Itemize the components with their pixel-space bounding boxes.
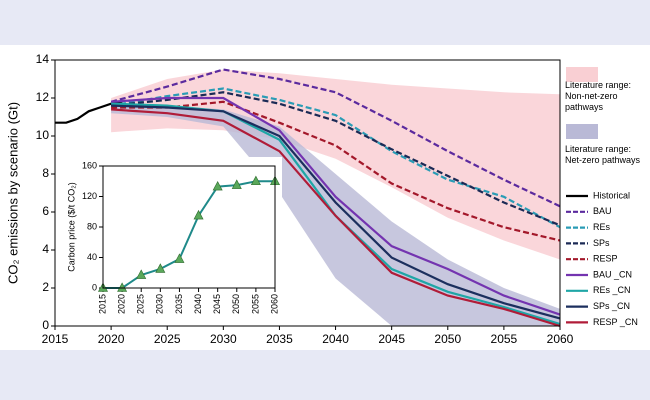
y-tick-label: 8 xyxy=(42,166,49,180)
plot-frame xyxy=(54,59,561,327)
price-marker xyxy=(250,175,261,186)
x-tick-label: 2040 xyxy=(193,294,203,314)
x-tick-label: 2030 xyxy=(155,294,165,314)
x-tick-label: 2025 xyxy=(136,294,146,314)
legend-label: RESP _CN xyxy=(593,317,638,327)
x-tick-label: 2060 xyxy=(269,294,279,314)
price-line xyxy=(103,180,275,289)
legend-label: Historical xyxy=(593,190,630,200)
series-line xyxy=(110,68,561,208)
legend-label: BAU _CN xyxy=(593,269,632,279)
legend-label: RESP xyxy=(593,254,618,264)
x-tick-label: 2040 xyxy=(322,332,349,346)
y-tick-label: 40 xyxy=(87,252,97,262)
y-tick-label: 160 xyxy=(82,160,97,170)
inset-chart: 0 40 80 120 160 2015 2020 2025 2030 2035 2040 2045 2… xyxy=(82,160,280,314)
y-tick-label: 2 xyxy=(42,280,49,294)
x-tick-label: 2055 xyxy=(491,332,518,346)
y-axis-label: CO₂ emissions by scenario (Gt) xyxy=(5,102,20,284)
inset-background xyxy=(60,157,282,319)
x-tick-label: 2045 xyxy=(212,294,222,314)
x-tick-label: 2015 xyxy=(42,332,69,346)
price-marker xyxy=(193,209,204,220)
y-tick-label: 0 xyxy=(92,282,97,292)
x-tick-label: 2050 xyxy=(231,294,241,314)
x-tick-label: 2045 xyxy=(378,332,405,346)
legend-label: Literature range: Non-net-zero pathways xyxy=(565,80,632,112)
y-tick-label: 120 xyxy=(82,191,97,201)
x-tick-label: 2025 xyxy=(154,332,181,346)
y-tick-label: 14 xyxy=(36,52,50,66)
y-tick-label: 10 xyxy=(36,128,50,142)
price-marker xyxy=(117,282,128,292)
series-line xyxy=(111,96,561,316)
legend-label: REs _CN xyxy=(593,285,631,295)
y-tick-label: 0 xyxy=(42,318,49,332)
x-tick-label: 2055 xyxy=(250,294,260,314)
series-line xyxy=(110,87,561,229)
legend-label: REs xyxy=(593,222,611,232)
inset-y-axis-label: Carbon price ($/t CO₂) xyxy=(66,182,76,272)
y-tick-label: 80 xyxy=(87,221,97,231)
x-tick-label: 2020 xyxy=(116,294,126,314)
price-marker xyxy=(136,269,147,279)
x-tick-label: 2035 xyxy=(266,332,293,346)
price-marker xyxy=(231,179,242,189)
series-line xyxy=(111,108,561,328)
price-marker xyxy=(212,180,223,191)
series-line xyxy=(111,104,561,320)
legend-swatch xyxy=(566,124,598,139)
x-tick-label: 2030 xyxy=(210,332,237,346)
legend-label: SPs xyxy=(593,238,610,248)
price-marker xyxy=(174,253,185,263)
x-tick-label: 2050 xyxy=(434,332,461,346)
series-line xyxy=(111,100,561,242)
legend-label: Literature range: Net-zero pathways xyxy=(565,144,641,165)
price-marker xyxy=(155,263,166,273)
y-tick-label: 6 xyxy=(42,204,49,218)
y-tick-label: 4 xyxy=(42,242,49,256)
y-tick-label: 12 xyxy=(36,90,50,104)
x-tick-label: 2060 xyxy=(547,332,574,346)
x-tick-label: 2015 xyxy=(97,294,107,314)
main-chart: 0 2 4 6 8 10 12 14 2015 2020 2025 2030 2035 2040 2045 2… xyxy=(36,52,574,346)
plot-frame xyxy=(102,165,276,289)
x-tick-label: 2035 xyxy=(174,294,184,314)
legend-label: SPs _CN xyxy=(593,301,630,311)
x-tick-label: 2020 xyxy=(98,332,125,346)
legend-swatch xyxy=(566,67,598,82)
legend-label: BAU xyxy=(593,206,612,216)
